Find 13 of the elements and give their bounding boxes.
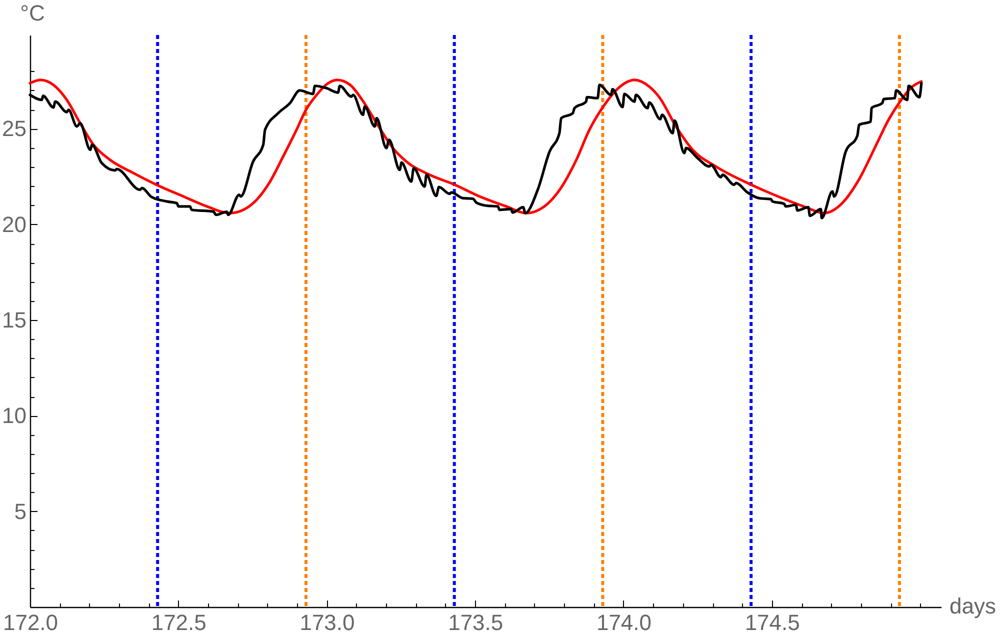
- x-tick-label: 173.5: [448, 610, 504, 635]
- y-tick-label: 25: [2, 116, 26, 142]
- x-tick-label: 173.0: [300, 610, 355, 635]
- y-tick-label: 5: [14, 498, 26, 524]
- x-tick-label: 174.5: [744, 610, 800, 635]
- y-axis-title: °C: [20, 0, 45, 26]
- y-tick-label: 20: [2, 212, 26, 237]
- x-tick-label: 174.0: [596, 610, 652, 635]
- x-axis-title: days: [950, 594, 996, 618]
- x-tick-label: 172.5: [151, 610, 206, 635]
- y-tick-label: 15: [2, 308, 26, 333]
- y-tick-label: 10: [2, 403, 26, 428]
- x-tick-label: 172.0: [2, 610, 58, 635]
